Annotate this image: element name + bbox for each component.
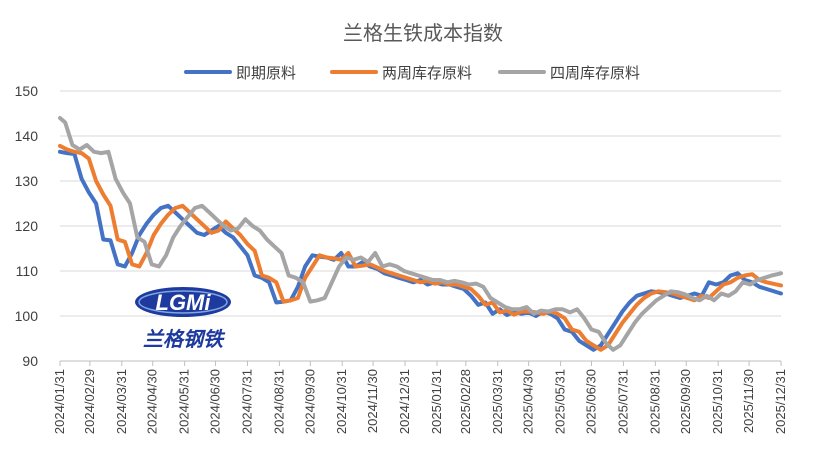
x-tick-label: 2024/04/30	[145, 369, 160, 434]
y-axis: 90 100 110 120 130 140 150	[15, 83, 39, 369]
legend-label: 两周库存原料	[382, 64, 472, 82]
x-tick-label: 2025/09/30	[678, 369, 693, 434]
logo-ring	[138, 290, 228, 314]
series-line-3	[58, 116, 783, 352]
x-tick-label: 2024/12/31	[397, 369, 412, 434]
y-tick-label: 90	[22, 353, 38, 369]
logo-badge	[135, 287, 231, 317]
logo-text: LGMi	[156, 290, 212, 315]
x-tick-label: 2024/10/31	[334, 369, 349, 434]
x-tick-label: 2025/02/28	[458, 369, 473, 434]
y-tick-label: 150	[15, 83, 39, 99]
x-tick-label: 2025/12/31	[773, 369, 788, 434]
x-tick-label: 2025/03/31	[490, 369, 505, 434]
x-axis: 2024/01/31 2024/02/29 2024/03/31 2024/04/30…	[52, 361, 788, 434]
legend: 即期原料 两周库存原料 四周库存原料	[184, 64, 640, 82]
x-tick-label: 2024/06/30	[208, 369, 223, 434]
y-tick-label: 100	[15, 308, 39, 324]
x-tick-label: 2025/05/31	[553, 369, 568, 434]
x-tick-label: 2024/05/31	[177, 369, 192, 434]
x-tick-label: 2025/01/31	[429, 369, 444, 434]
x-tick-label: 2025/10/31	[710, 369, 725, 434]
x-tick-label: 2025/04/30	[521, 369, 536, 434]
y-tick-label: 140	[15, 128, 39, 144]
series-line-2	[58, 143, 783, 352]
y-tick-label: 130	[15, 173, 39, 189]
x-tick-label: 2024/11/30	[365, 369, 380, 433]
x-tick-label: 2025/11/30	[741, 369, 756, 433]
series-group	[58, 116, 783, 352]
x-tick-label: 2024/03/31	[114, 369, 129, 434]
x-tick-label: 2024/08/31	[271, 369, 286, 434]
legend-label: 四周库存原料	[550, 64, 640, 82]
x-tick-label: 2024/07/31	[239, 369, 254, 434]
x-tick-label: 2025/07/31	[615, 369, 630, 434]
grid	[60, 90, 781, 362]
x-tick-label: 2024/09/30	[302, 369, 317, 434]
y-tick-label: 110	[16, 263, 39, 279]
x-tick-label: 2024/01/31	[52, 369, 67, 434]
logo: LGMi 兰格钢铁	[135, 287, 231, 351]
x-tick-label: 2025/08/31	[647, 369, 662, 434]
chart-title: 兰格生铁成本指数	[343, 21, 503, 45]
logo-chinese-text: 兰格钢铁	[143, 327, 226, 351]
y-tick-label: 120	[15, 218, 39, 234]
x-tick-label: 2024/02/29	[82, 369, 97, 434]
legend-label: 即期原料	[236, 64, 296, 82]
x-tick-label: 2025/06/30	[583, 369, 598, 434]
